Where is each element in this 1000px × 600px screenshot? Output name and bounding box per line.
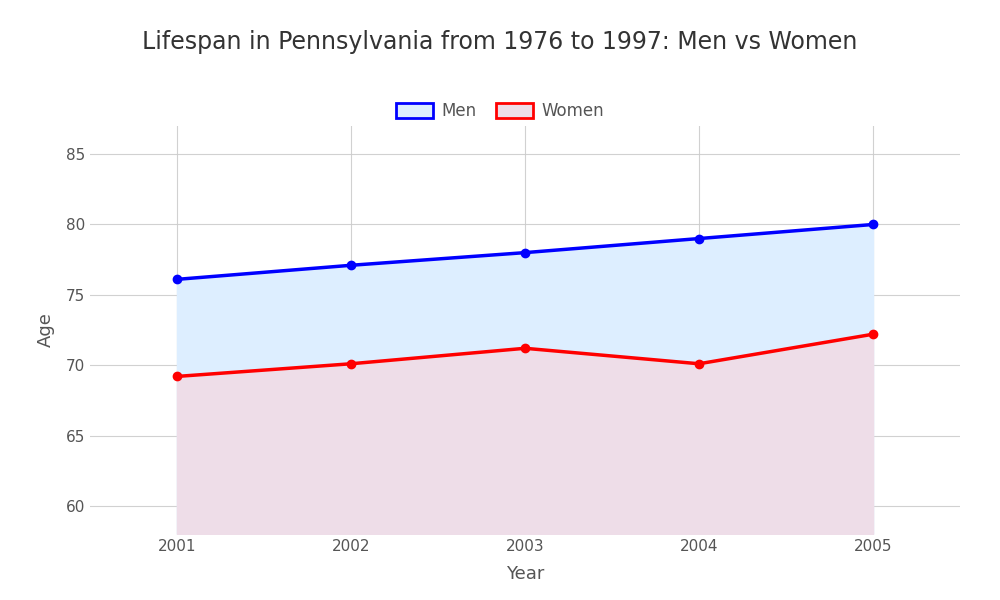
Y-axis label: Age: Age	[37, 313, 55, 347]
Text: Lifespan in Pennsylvania from 1976 to 1997: Men vs Women: Lifespan in Pennsylvania from 1976 to 19…	[142, 30, 858, 54]
X-axis label: Year: Year	[506, 565, 544, 583]
Legend: Men, Women: Men, Women	[389, 95, 611, 127]
